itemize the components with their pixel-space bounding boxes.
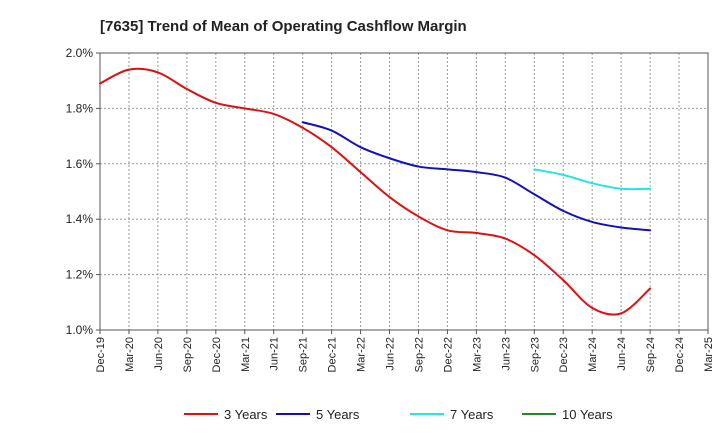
y-tick-label: 1.4%: [66, 212, 94, 226]
legend-item-7-years: 7 Years: [410, 407, 494, 422]
x-tick-label: Mar-25: [703, 337, 715, 372]
x-tick-label: Dec-19: [95, 337, 107, 372]
series-line-3-years: [99, 67, 652, 316]
x-tick-label: Mar-22: [356, 337, 368, 372]
x-tick-label: Sep-24: [645, 337, 657, 372]
series-line-5-years: [301, 121, 652, 232]
legend: 3 Years 5 Years 7 Years 10 Years: [184, 407, 613, 422]
series-line-7-years: [533, 168, 652, 191]
x-tick-label: Sep-21: [298, 337, 310, 372]
plot-frame: [99, 52, 709, 331]
legend-item-3-years: 3 Years: [184, 407, 268, 422]
x-tick-label: Jun-22: [385, 337, 397, 371]
legend-label: 5 Years: [316, 407, 360, 422]
x-tick-label: Dec-24: [674, 337, 686, 372]
x-tick-label: Jun-24: [616, 337, 628, 371]
x-tick-label: Dec-22: [442, 337, 454, 372]
x-tick-label: Dec-20: [211, 337, 223, 372]
axis-layer: Dec-19 Mar-20 Jun-20 Sep-20 Dec-20 Mar-21 Jun-…: [66, 46, 715, 372]
x-tick-label: Mar-23: [471, 337, 483, 372]
x-tick-label: Jun-21: [269, 337, 281, 371]
x-tick-label: Dec-23: [558, 337, 570, 372]
x-tick-label: Mar-20: [124, 337, 136, 372]
y-tick-label: 1.8%: [66, 101, 94, 115]
chart-title: [7635] Trend of Mean of Operating Cashfl…: [100, 18, 467, 35]
x-tick-label: Sep-23: [529, 337, 541, 372]
legend-label: 10 Years: [562, 407, 613, 422]
x-tick-label: Mar-24: [587, 337, 599, 372]
legend-label: 3 Years: [224, 407, 268, 422]
y-tick-label: 1.2%: [66, 268, 94, 282]
x-tick-label: Mar-21: [240, 337, 252, 372]
y-tick-label: 1.6%: [66, 157, 94, 171]
x-tick-label: Sep-20: [182, 337, 194, 372]
legend-item-10-years: 10 Years: [522, 407, 613, 422]
x-tick-label: Dec-21: [327, 337, 339, 372]
x-tick-label: Sep-22: [413, 337, 425, 372]
y-tick-label: 2.0%: [66, 46, 94, 60]
legend-label: 7 Years: [450, 407, 494, 422]
legend-item-5-years: 5 Years: [276, 407, 360, 422]
series-layer: [99, 67, 652, 316]
x-tick-label: Jun-23: [500, 337, 512, 371]
grid-layer: [99, 52, 709, 331]
y-tick-label: 1.0%: [66, 323, 94, 337]
x-tick-label: Jun-20: [153, 337, 165, 371]
